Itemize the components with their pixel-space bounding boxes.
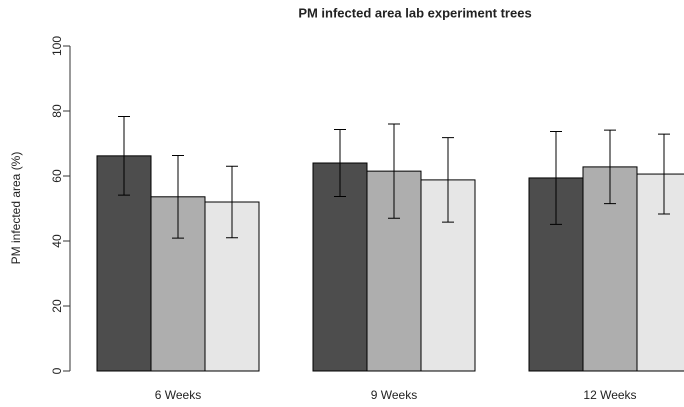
- x-tick-label: 12 Weeks: [583, 388, 636, 402]
- bar: [636, 173, 684, 372]
- y-tick-label: 20: [50, 299, 64, 313]
- error-bar: [172, 155, 184, 239]
- error-bar: [442, 137, 454, 223]
- error-bar: [550, 130, 562, 225]
- y-tick-label: 60: [50, 169, 64, 183]
- x-tick-label: 6 Weeks: [155, 388, 201, 402]
- y-tick-label: 40: [50, 234, 64, 248]
- y-tick-label: 100: [50, 36, 64, 56]
- y-axis-label: PM infected area (%): [9, 152, 23, 265]
- error-bar: [334, 129, 346, 197]
- chart-title: PM infected area lab experiment trees: [298, 5, 531, 20]
- error-bar: [604, 129, 616, 205]
- error-bar: [226, 165, 238, 239]
- x-tick-label: 9 Weeks: [371, 388, 417, 402]
- error-bar: [658, 133, 670, 215]
- y-tick-label: 80: [50, 104, 64, 118]
- error-bar: [118, 116, 130, 196]
- y-tick-label: 0: [50, 367, 64, 374]
- error-bar: [388, 123, 400, 219]
- bar: [312, 162, 368, 372]
